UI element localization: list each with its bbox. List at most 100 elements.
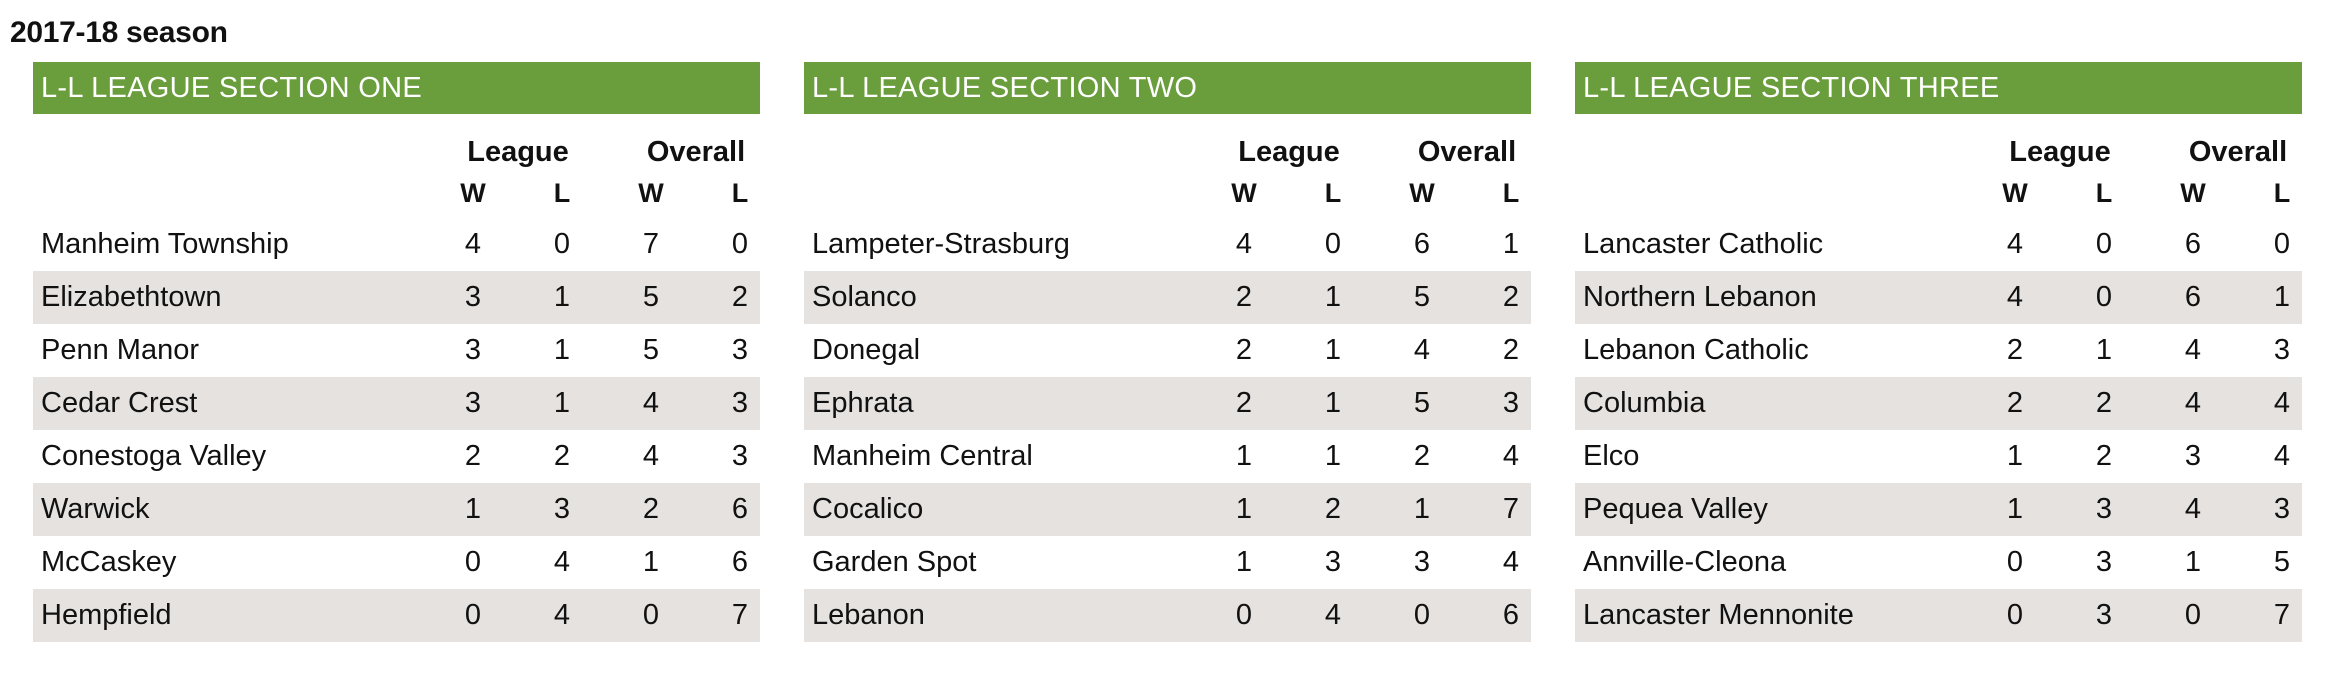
overall-losses: 3: [1502, 387, 1520, 419]
overall-wins: 0: [1413, 599, 1431, 631]
table-row: Lancaster Mennonite 0 3 0 7: [1575, 589, 2302, 642]
overall-losses: 3: [731, 334, 749, 366]
table-row: Lampeter-Strasburg 4 0 6 1: [804, 218, 1531, 271]
section-one: L-L LEAGUE SECTION ONE League Overall W L W L M…: [33, 62, 760, 642]
league-l-header: L: [1324, 178, 1342, 208]
team-name: Solanco: [812, 281, 917, 313]
league-losses: 1: [1324, 440, 1342, 472]
overall-wins: 3: [1413, 546, 1431, 578]
table-row: Manheim Central 1 1 2 4: [804, 430, 1531, 483]
league-wins: 4: [2006, 228, 2024, 260]
team-name: Manheim Central: [812, 440, 1033, 472]
league-wins: 1: [1235, 440, 1253, 472]
overall-wins: 6: [2184, 281, 2202, 313]
league-losses: 4: [553, 546, 571, 578]
table-row: Pequea Valley 1 3 4 3: [1575, 483, 2302, 536]
league-wins: 2: [464, 440, 482, 472]
table-row: Hempfield 0 4 0 7: [33, 589, 760, 642]
table-row: Cedar Crest 3 1 4 3: [33, 377, 760, 430]
league-losses: 2: [2095, 387, 2113, 419]
overall-losses: 6: [731, 546, 749, 578]
overall-losses: 1: [1502, 228, 1520, 260]
overall-group-label: Overall: [646, 136, 746, 168]
team-name: Lancaster Catholic: [1583, 228, 1824, 260]
league-group-label: League: [1238, 136, 1340, 168]
overall-wins: 2: [642, 493, 660, 525]
table-row: Lancaster Catholic 4 0 6 0: [1575, 218, 2302, 271]
table-row: Elizabethtown 3 1 5 2: [33, 271, 760, 324]
team-name: Columbia: [1583, 387, 1706, 419]
team-name: Hempfield: [41, 599, 172, 631]
league-wins: 1: [2006, 493, 2024, 525]
table-row: Annville-Cleona 0 3 1 5: [1575, 536, 2302, 589]
league-losses: 0: [2095, 228, 2113, 260]
team-name: Elco: [1583, 440, 1640, 472]
table-row: Elco 1 2 3 4: [1575, 430, 2302, 483]
league-wins: 2: [2006, 334, 2024, 366]
season-title: 2017-18 season: [10, 16, 228, 49]
overall-wins: 5: [1413, 387, 1431, 419]
league-wins: 3: [464, 281, 482, 313]
overall-w-header: W: [1409, 178, 1435, 208]
league-wins: 0: [1235, 599, 1253, 631]
overall-losses: 7: [731, 599, 749, 631]
table-row: Ephrata 2 1 5 3: [804, 377, 1531, 430]
league-wins: 1: [1235, 493, 1253, 525]
overall-losses: 3: [2273, 334, 2291, 366]
overall-wins: 4: [2184, 493, 2202, 525]
team-name: Lancaster Mennonite: [1583, 599, 1854, 631]
league-losses: 1: [553, 334, 571, 366]
overall-wins: 7: [642, 228, 660, 260]
overall-losses: 4: [1502, 440, 1520, 472]
overall-losses: 4: [1502, 546, 1520, 578]
team-name: Elizabethtown: [41, 281, 222, 313]
league-wins: 2: [1235, 334, 1253, 366]
section-two: L-L LEAGUE SECTION TWO League Overall W L W L L…: [804, 62, 1531, 642]
league-losses: 3: [2095, 493, 2113, 525]
team-name: Cedar Crest: [41, 387, 198, 419]
team-name: Manheim Township: [41, 228, 289, 260]
overall-losses: 2: [1502, 334, 1520, 366]
league-losses: 1: [553, 387, 571, 419]
overall-losses: 0: [2273, 228, 2291, 260]
group-header-row: League Overall: [1575, 114, 2302, 168]
league-losses: 1: [1324, 334, 1342, 366]
league-wins: 2: [1235, 387, 1253, 419]
league-losses: 2: [2095, 440, 2113, 472]
overall-losses: 2: [1502, 281, 1520, 313]
overall-group-label: Overall: [1417, 136, 1517, 168]
overall-wins: 1: [2184, 546, 2202, 578]
table-row: Cocalico 1 2 1 7: [804, 483, 1531, 536]
table-row: Manheim Township 4 0 7 0: [33, 218, 760, 271]
overall-wins: 4: [2184, 334, 2202, 366]
overall-w-header: W: [2180, 178, 2206, 208]
league-wins: 1: [2006, 440, 2024, 472]
league-wins: 1: [1235, 546, 1253, 578]
league-losses: 1: [1324, 281, 1342, 313]
table-row: Solanco 2 1 5 2: [804, 271, 1531, 324]
team-name: Lebanon: [812, 599, 925, 631]
overall-losses: 0: [731, 228, 749, 260]
league-wins: 0: [2006, 546, 2024, 578]
team-name: Pequea Valley: [1583, 493, 1768, 525]
table-row: Northern Lebanon 4 0 6 1: [1575, 271, 2302, 324]
overall-losses: 5: [2273, 546, 2291, 578]
team-name: Northern Lebanon: [1583, 281, 1817, 313]
section-header: L-L LEAGUE SECTION ONE: [33, 62, 760, 114]
league-l-header: L: [553, 178, 571, 208]
team-name: Annville-Cleona: [1583, 546, 1787, 578]
overall-losses: 6: [731, 493, 749, 525]
overall-losses: 4: [2273, 387, 2291, 419]
league-w-header: W: [1231, 178, 1257, 208]
league-losses: 4: [1324, 599, 1342, 631]
overall-wins: 4: [642, 440, 660, 472]
overall-wins: 6: [2184, 228, 2202, 260]
overall-l-header: L: [1502, 178, 1520, 208]
overall-losses: 3: [731, 440, 749, 472]
table-row: Conestoga Valley 2 2 4 3: [33, 430, 760, 483]
table-row: McCaskey 0 4 1 6: [33, 536, 760, 589]
overall-wins: 5: [1413, 281, 1431, 313]
league-w-header: W: [460, 178, 486, 208]
